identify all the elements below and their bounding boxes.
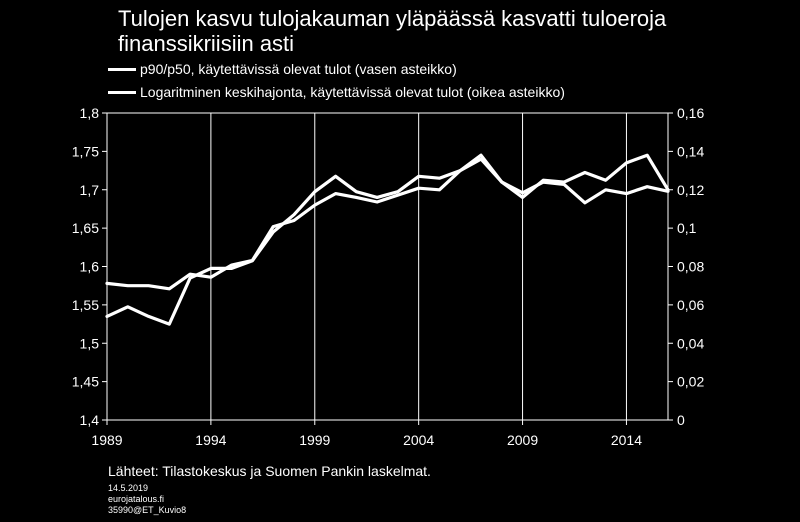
legend-label-p90-p50: p90/p50, käytettävissä olevat tulot (vas… [140, 61, 457, 77]
series-line-p90-p50 [105, 157, 670, 291]
legend-item-p90-p50: p90/p50, käytettävissä olevat tulot (vas… [108, 58, 565, 81]
y-left-tick-label: 1,65 [72, 220, 99, 236]
x-tick-label: 1994 [195, 432, 226, 448]
footer: 14.5.2019 eurojatalous.fi 35990@ET_Kuvio… [108, 483, 186, 516]
y-right-tick-label: 0,02 [677, 374, 704, 390]
legend: p90/p50, käytettävissä olevat tulot (vas… [108, 58, 565, 104]
y-left-tick-label: 1,7 [80, 182, 100, 198]
y-left-tick-label: 1,55 [72, 297, 99, 313]
y-left-tick-label: 1,45 [72, 374, 99, 390]
y-right-tick-label: 0,1 [677, 220, 697, 236]
source-note: Lähteet: Tilastokeskus ja Suomen Pankin … [108, 463, 431, 479]
x-tick-label: 2009 [507, 432, 538, 448]
x-tick-label: 2014 [611, 432, 642, 448]
y-left-tick-label: 1,6 [80, 259, 100, 275]
legend-swatch-p90-p50 [108, 68, 136, 71]
series-line-log-sd [105, 153, 670, 326]
y-left-tick-label: 1,75 [72, 143, 99, 159]
legend-swatch-log-sd [108, 91, 136, 94]
chart-title: Tulojen kasvu tulojakauman yläpäässä kas… [118, 6, 667, 56]
footer-date: 14.5.2019 [108, 483, 149, 493]
x-tick-label: 2004 [403, 432, 434, 448]
y-right-tick-label: 0,04 [677, 335, 704, 351]
legend-item-log-sd: Logaritminen keskihajonta, käytettävissä… [108, 81, 565, 104]
y-left-tick-label: 1,4 [80, 412, 100, 428]
y-right-tick-label: 0 [677, 412, 685, 428]
y-left-tick-label: 1,5 [80, 335, 100, 351]
x-tick-label: 1999 [299, 432, 330, 448]
legend-label-log-sd: Logaritminen keskihajonta, käytettävissä… [140, 84, 565, 100]
footer-site: eurojatalous.fi [108, 494, 165, 504]
x-tick-label: 1989 [91, 432, 122, 448]
y-left-tick-label: 1,8 [80, 105, 100, 121]
y-right-tick-label: 0,16 [677, 105, 704, 121]
y-right-tick-label: 0,14 [677, 143, 704, 159]
y-right-tick-label: 0,12 [677, 182, 704, 198]
y-right-tick-label: 0,06 [677, 297, 704, 313]
y-right-tick-label: 0,08 [677, 259, 704, 275]
footer-code: 35990@ET_Kuvio8 [108, 505, 187, 515]
